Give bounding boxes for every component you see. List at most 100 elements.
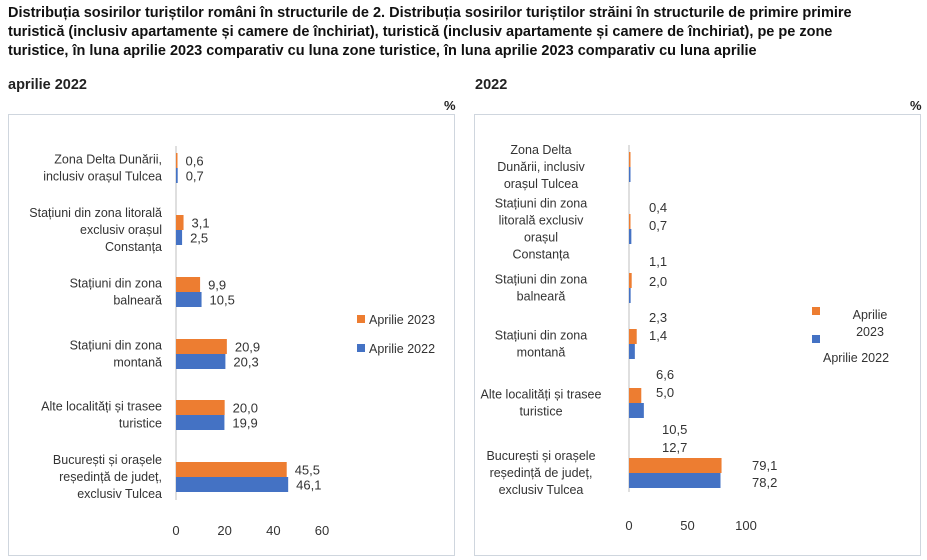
data-label-right: 12,7 [662, 440, 687, 455]
bar-right-apr2022 [629, 344, 635, 359]
data-label-left: 46,1 [296, 478, 321, 493]
heading-line-3: turistice, în luna aprilie 2023 comparat… [8, 43, 757, 59]
bar-left-apr2023 [176, 462, 287, 477]
bar-right-apr2023 [629, 273, 632, 288]
chart-panel-left [8, 114, 455, 556]
bar-right-apr2023 [629, 329, 637, 344]
bar-left-apr2023 [176, 400, 225, 415]
bar-left-apr2022 [176, 292, 202, 307]
data-label-left: 9,9 [208, 278, 226, 293]
bar-right-apr2022 [629, 403, 644, 418]
data-label-left: 2,5 [190, 231, 208, 246]
chart-panel-right [474, 114, 921, 556]
category-label-right: exclusiv Tulcea [499, 483, 584, 497]
bar-left-apr2023 [176, 339, 227, 354]
category-label-left: Stațiuni din zona litorală [29, 206, 162, 220]
category-label-right: orașul [524, 231, 558, 245]
unit-right: % [910, 98, 922, 113]
data-label-left: 20,9 [235, 340, 260, 355]
legend-label-right: Aprilie [853, 308, 888, 322]
data-label-right: 6,6 [656, 367, 674, 382]
legend-label-right: 2023 [856, 325, 884, 339]
chart-heading: Distribuția sosirilor turiștilor români … [8, 4, 923, 61]
category-label-right: Constanța [513, 248, 570, 262]
category-label-left: Stațiuni din zona [70, 277, 162, 291]
bar-right-apr2023 [629, 388, 642, 403]
x-tick-label-right: 50 [680, 518, 694, 533]
legend-label-right: Aprilie 2022 [823, 351, 889, 365]
bar-left-apr2023 [176, 277, 201, 292]
data-label-left: 20,0 [233, 401, 258, 416]
bar-left-apr2022 [176, 415, 225, 430]
x-tick-label-right: 100 [735, 518, 757, 533]
bar-right-apr2022 [629, 288, 631, 303]
data-label-left: 0,6 [186, 154, 204, 169]
category-label-left: exclusiv Tulcea [77, 487, 162, 501]
data-label-right: 1,1 [649, 254, 667, 269]
data-label-right: 2,0 [649, 274, 667, 289]
x-tick-label-left: 60 [315, 523, 329, 538]
legend-swatch-apr2023-right [812, 307, 820, 315]
legend-swatch-apr2022-right [812, 335, 820, 343]
heading-line-1: Distribuția sosirilor turiștilor români … [8, 5, 852, 21]
category-label-right: turistice [519, 405, 562, 419]
data-label-right: 79,1 [752, 458, 777, 473]
category-label-right: Zona Delta [510, 143, 571, 157]
bar-left-apr2023 [176, 153, 178, 168]
category-label-left: Zona Delta Dunării, [54, 153, 162, 167]
data-label-left: 45,5 [295, 463, 320, 478]
legend-swatch-apr2023-left [357, 315, 365, 323]
category-label-right: balneară [517, 290, 566, 304]
category-label-left: turistice [119, 417, 162, 431]
category-label-right: reședință de județ, [490, 466, 593, 480]
bar-right-apr2022 [629, 167, 631, 182]
unit-left: % [444, 98, 456, 113]
bar-right-apr2023 [629, 214, 631, 229]
x-tick-label-left: 40 [266, 523, 280, 538]
data-label-right: 10,5 [662, 422, 687, 437]
x-tick-label-left: 0 [172, 523, 179, 538]
category-label-right: Dunării, inclusiv [497, 160, 585, 174]
bar-right-apr2022 [629, 229, 632, 244]
category-label-right: Stațiuni din zona [495, 273, 587, 287]
data-label-right: 2,3 [649, 310, 667, 325]
category-label-left: reședință de județ, [59, 470, 162, 484]
legend-swatch-apr2022-left [357, 344, 365, 352]
category-label-right: Stațiuni din zona [495, 197, 587, 211]
category-label-right: montană [517, 346, 566, 360]
legend-label-left: Aprilie 2022 [369, 342, 435, 356]
heading-line-2: turistică (inclusiv apartamente și camer… [8, 24, 833, 40]
category-label-left: Constanța [105, 240, 162, 254]
category-label-right: București și orașele [486, 449, 595, 463]
data-label-right: 5,0 [656, 385, 674, 400]
category-label-right: litorală exclusiv [499, 214, 585, 228]
heading-left-tail: aprilie 2022 [8, 77, 87, 93]
data-label-left: 3,1 [192, 216, 210, 231]
x-tick-label-right: 0 [625, 518, 632, 533]
heading-right-tail: 2022 [475, 77, 508, 93]
bar-left-apr2023 [176, 215, 184, 230]
data-label-left: 0,7 [186, 169, 204, 184]
category-label-right: Stațiuni din zona [495, 329, 587, 343]
category-label-right: Alte localități și trasee [481, 388, 602, 402]
data-label-left: 19,9 [232, 416, 257, 431]
bar-left-apr2022 [176, 477, 289, 492]
data-label-left: 10,5 [210, 293, 235, 308]
category-label-left: inclusiv orașul Tulcea [43, 170, 162, 184]
category-label-left: Stațiuni din zona [70, 339, 162, 353]
data-label-right: 0,7 [649, 218, 667, 233]
data-label-right: 0,4 [649, 200, 667, 215]
category-label-left: balneară [113, 294, 162, 308]
bar-left-apr2022 [176, 168, 178, 183]
data-label-right: 1,4 [649, 328, 667, 343]
data-label-right: 78,2 [752, 475, 777, 490]
category-label-left: montană [113, 356, 162, 370]
category-label-left: exclusiv orașul [80, 223, 162, 237]
data-label-left: 20,3 [233, 355, 258, 370]
category-label-left: Alte localități și trasee [41, 400, 162, 414]
x-tick-label-left: 20 [217, 523, 231, 538]
category-label-right: orașul Tulcea [504, 177, 578, 191]
bar-left-apr2022 [176, 354, 226, 369]
bar-right-apr2023 [629, 458, 722, 473]
